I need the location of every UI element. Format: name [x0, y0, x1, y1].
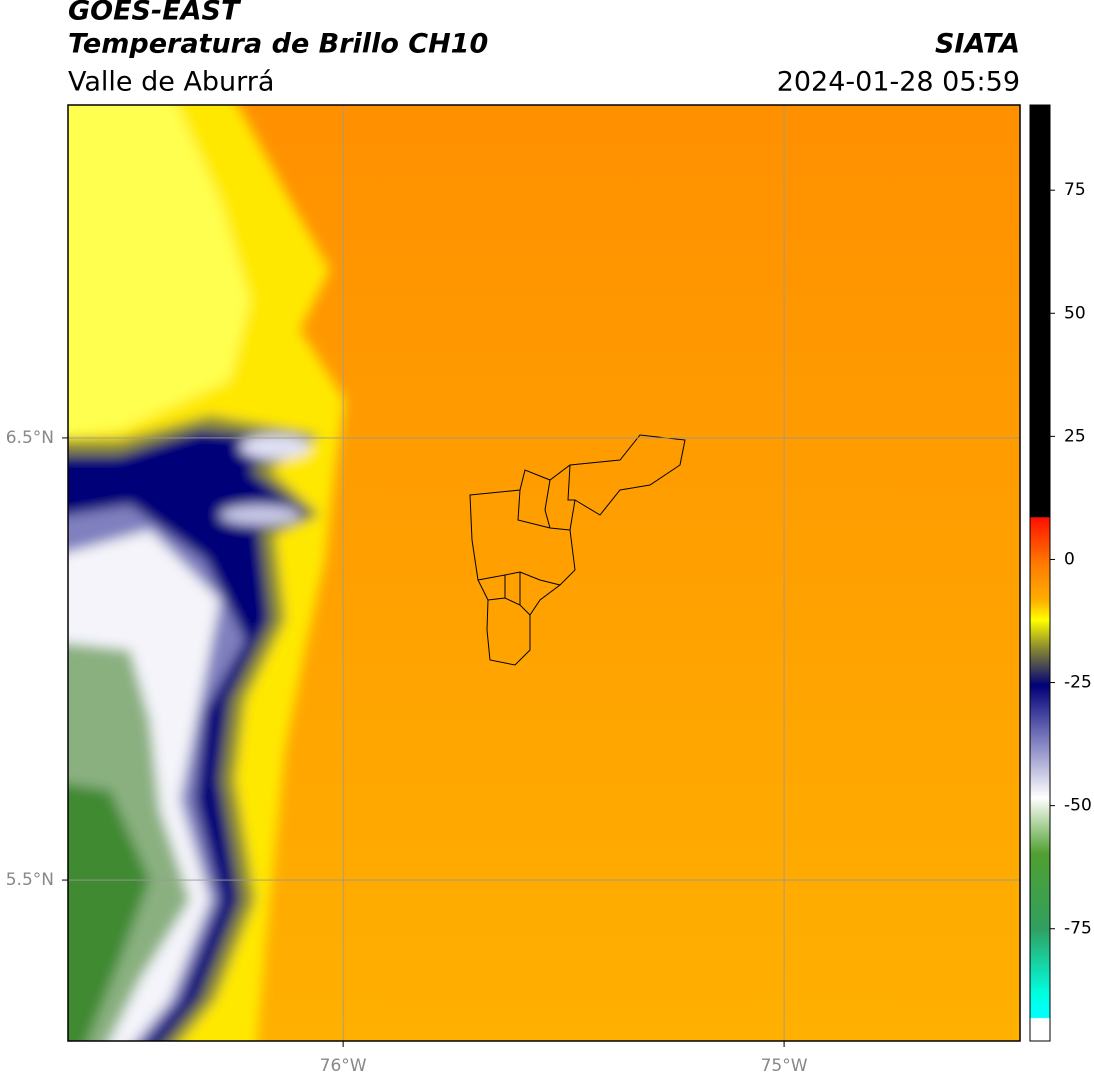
title: GOES-EAST — [68, 0, 242, 27]
map-frame — [67, 104, 1021, 1042]
colorbar-tick-label: -50 — [1064, 796, 1092, 816]
colorbar-tick-label: 50 — [1064, 303, 1086, 323]
y-tick-label: 5.5°N — [6, 870, 54, 890]
valle-aburra-outline — [469, 434, 686, 666]
x-tick-label: 76°W — [320, 1056, 367, 1076]
colorbar-tick-label: 25 — [1064, 426, 1086, 446]
map — [68, 105, 1020, 1041]
subtitle: Temperatura de Brillo CH10 — [68, 29, 488, 60]
colorbar — [1029, 104, 1051, 1042]
graticule — [68, 105, 1020, 1041]
colorbar-tick-label: -25 — [1064, 673, 1092, 693]
y-tick-label: 6.5°N — [6, 428, 54, 448]
source: SIATA — [935, 29, 1020, 60]
timestamp: 2024-01-28 05:59 — [777, 67, 1020, 98]
colorbar-tick-label: 75 — [1064, 180, 1086, 200]
colorbar-tick-label: 0 — [1064, 549, 1075, 569]
x-tick-label: 75°W — [761, 1056, 808, 1076]
region: Valle de Aburrá — [68, 67, 274, 98]
colorbar-tick-label: -75 — [1064, 919, 1092, 939]
